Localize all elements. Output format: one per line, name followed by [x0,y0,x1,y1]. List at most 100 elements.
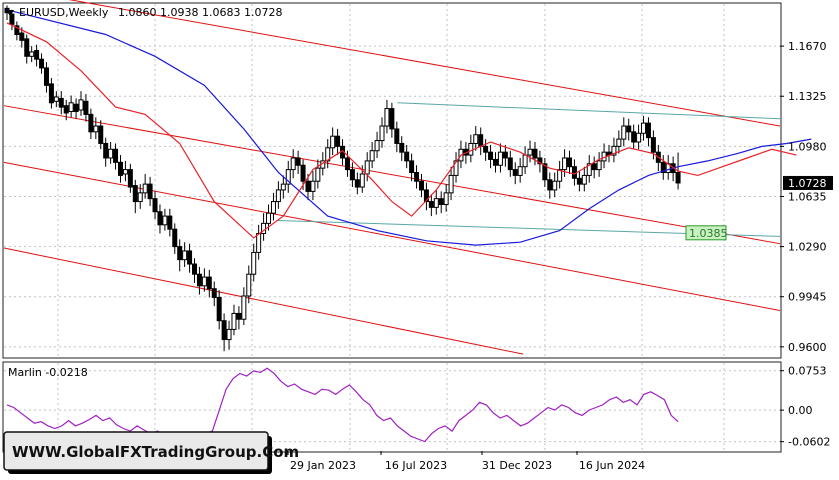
candle [374,131,380,158]
candle [621,117,627,147]
candle-body-up [379,125,385,142]
candle-body-up [374,140,380,152]
candle [137,184,143,209]
candle [369,142,375,169]
candle [354,172,360,195]
candle-body-down [187,250,193,265]
candle-body-down [34,49,40,60]
candle [221,313,227,352]
candle [182,242,188,267]
candle [315,159,321,189]
candle-body-down [113,148,119,163]
candle [147,176,153,206]
candle-body-down [344,157,350,171]
candle-body-up [473,134,479,144]
candle-body-up [384,108,390,127]
candle [488,144,494,169]
indicator-axis: 0.0753 0.00 -0.0602 [780,365,830,449]
candle-body-up [182,250,188,261]
candle [211,281,217,307]
candle-body-down [423,189,429,203]
current-price-tag: 1.0728 [783,175,833,190]
oscillator [6,367,679,443]
candle-body-down [492,158,498,166]
candle-body-up [162,215,168,226]
channel-line-red[interactable] [4,0,781,127]
candle-body-up [359,173,365,188]
candle [152,191,158,219]
candle-body-down [83,100,89,115]
candle-body-down [63,105,69,114]
watermark-box [3,431,269,471]
candle [641,115,647,141]
candle [68,95,74,118]
candle-body-down [488,151,494,160]
channel-line-red[interactable] [3,247,524,355]
candle-body-up [616,138,622,147]
candle-body-down [414,172,420,182]
candle-body-down [507,157,513,171]
candle-body-down [172,228,178,248]
candle-body-down [483,145,489,153]
candle-body-down [305,180,311,192]
candle-body-down [206,276,212,290]
candle [132,179,138,214]
candle-body-up [226,328,232,341]
candle [581,166,587,192]
candle [557,160,563,189]
candle-body-up [448,174,454,194]
candle-body-down [428,201,434,208]
candle-body-up [78,99,84,111]
candle-body-down [98,125,104,144]
candle-body-up [527,148,533,156]
support-price-tag[interactable]: 1.0385 [685,225,728,241]
candle-body-down [132,185,138,203]
candle-body-down [147,183,153,200]
candle-body-up [280,183,286,191]
candle [611,137,617,163]
candle-body-down [167,215,173,230]
candle [73,98,79,119]
candle-body-down [24,38,30,57]
candle-body-down [532,148,538,159]
candle [448,166,454,201]
candle [576,171,582,192]
candle-body-down [117,161,123,176]
candle-body-up [443,192,449,205]
candle-body-down [389,108,395,130]
candle [251,243,257,282]
channel-line-red[interactable] [3,105,781,245]
candle [325,139,331,169]
indicator-tick-label: -0.0602 [788,436,830,449]
symbol-label: EURUSD,Weekly [19,6,109,19]
candles [4,5,681,352]
price-axis: 1.1670 1.1325 1.0980 1.0635 1.0290 0.9945 0.96… [780,40,827,354]
horizontal-line-teal[interactable] [397,102,781,120]
candle-body-down [631,131,637,143]
candle [517,157,523,183]
candle [492,152,498,173]
candle-body-up [581,174,587,185]
collapse-triangle-icon[interactable] [6,10,14,16]
candle [285,160,291,193]
support-tag-box [685,225,727,241]
candle-body-up [256,233,262,253]
candle [384,99,390,134]
candle [404,144,410,169]
candle [14,21,20,41]
candle-body-up [285,169,291,185]
candle [438,191,444,214]
candle-body-up [142,183,148,194]
candle-body-down [127,169,133,188]
candle [645,117,651,147]
candle-body-down [211,288,217,298]
candle [394,121,400,153]
candle-body-up [433,198,439,208]
candle [507,150,513,177]
price-tick-label: 1.1670 [788,40,827,53]
candle-body-down [300,164,306,182]
candle-body-down [418,180,424,191]
candle-body-up [251,251,257,275]
candle [330,127,336,156]
